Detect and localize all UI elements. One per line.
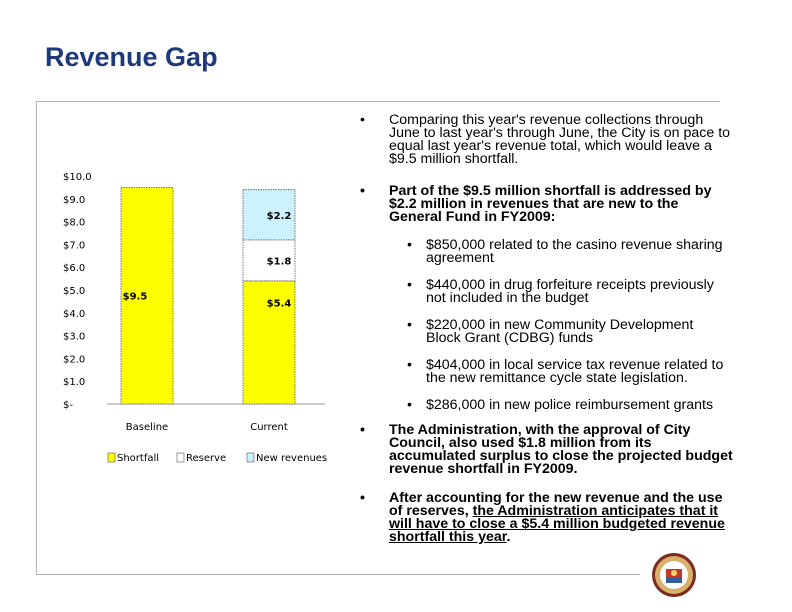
bullet-text: After accounting for the new revenue and… — [389, 490, 734, 545]
bullet-dot: • — [360, 422, 365, 438]
bullet-dot: • — [407, 277, 412, 293]
data-label: $1.8 — [267, 256, 292, 267]
bar-segment-shortfall — [120, 187, 174, 405]
legend-swatch — [107, 452, 116, 463]
sub-bullet-text: $850,000 related to the casino revenue s… — [426, 237, 723, 266]
y-tick-label: $6.0 — [63, 263, 85, 274]
bullet-dot: • — [360, 183, 365, 199]
y-tick-label: $2.0 — [63, 354, 85, 365]
sub-bullet-text: $404,000 in local service tax revenue re… — [426, 357, 724, 386]
bullet-dot: • — [407, 237, 412, 253]
data-label: $2.2 — [267, 211, 292, 222]
bullet-text: Part of the $9.5 million shortfall is ad… — [389, 183, 712, 225]
frame-bottom-border — [36, 574, 640, 575]
bullet-text-part: . — [506, 529, 511, 545]
y-tick-label: $9.0 — [63, 195, 85, 206]
y-tick-label: $3.0 — [63, 332, 85, 343]
sub-bullet-text: $440,000 in drug forfeiture receipts pre… — [426, 277, 714, 306]
bullet-dot: • — [360, 490, 365, 506]
bullet-dot: • — [407, 397, 412, 413]
bullet-text-underlined: the Administration anticipates that it w… — [389, 503, 725, 545]
data-label: $9.5 — [123, 292, 148, 303]
y-tick-label: $7.0 — [63, 240, 85, 251]
y-tick-label: $1.0 — [63, 377, 85, 388]
bullet-text: The Administration, with the approval of… — [389, 422, 733, 477]
legend-label: Reserve — [186, 453, 226, 464]
category-label: Current — [250, 422, 288, 433]
bar-segment-shortfall — [242, 280, 296, 405]
bullet-dot: • — [407, 357, 412, 373]
bar-segment-reserve — [242, 239, 296, 282]
city-seal-icon — [652, 553, 696, 597]
bar-segment-new-revenues — [242, 189, 296, 241]
slide-title: Revenue Gap — [45, 42, 218, 72]
legend-label: New revenues — [256, 453, 327, 464]
y-tick-label: $4.0 — [63, 309, 85, 320]
category-label: Baseline — [126, 422, 168, 433]
y-tick-label: $- — [63, 400, 73, 411]
frame-top-border — [36, 101, 720, 102]
frame-left-border — [36, 101, 37, 574]
data-label: $5.4 — [267, 299, 292, 310]
bullet-text-part: After accounting for the new revenue and… — [389, 490, 723, 519]
revenue-gap-chart: $10.0 $9.0 $8.0 $7.0 $6.0 $5.0 $4.0 $3.0 $2.0 $1.… — [63, 172, 327, 464]
legend-swatch — [176, 452, 185, 463]
y-tick-label: $5.0 — [63, 286, 85, 297]
bullet-text: Comparing this year's revenue collection… — [389, 112, 731, 167]
sub-bullet-text: $286,000 in new police reimbursement gra… — [426, 397, 714, 413]
legend-label: Shortfall — [117, 453, 159, 464]
sub-bullet-text: $220,000 in new Community Development Bl… — [426, 317, 694, 346]
bullet-dot: • — [407, 317, 412, 333]
legend-swatch — [246, 452, 255, 463]
y-tick-label: $8.0 — [63, 218, 85, 229]
y-tick-label: $10.0 — [63, 172, 92, 183]
bullet-dot: • — [360, 112, 365, 128]
